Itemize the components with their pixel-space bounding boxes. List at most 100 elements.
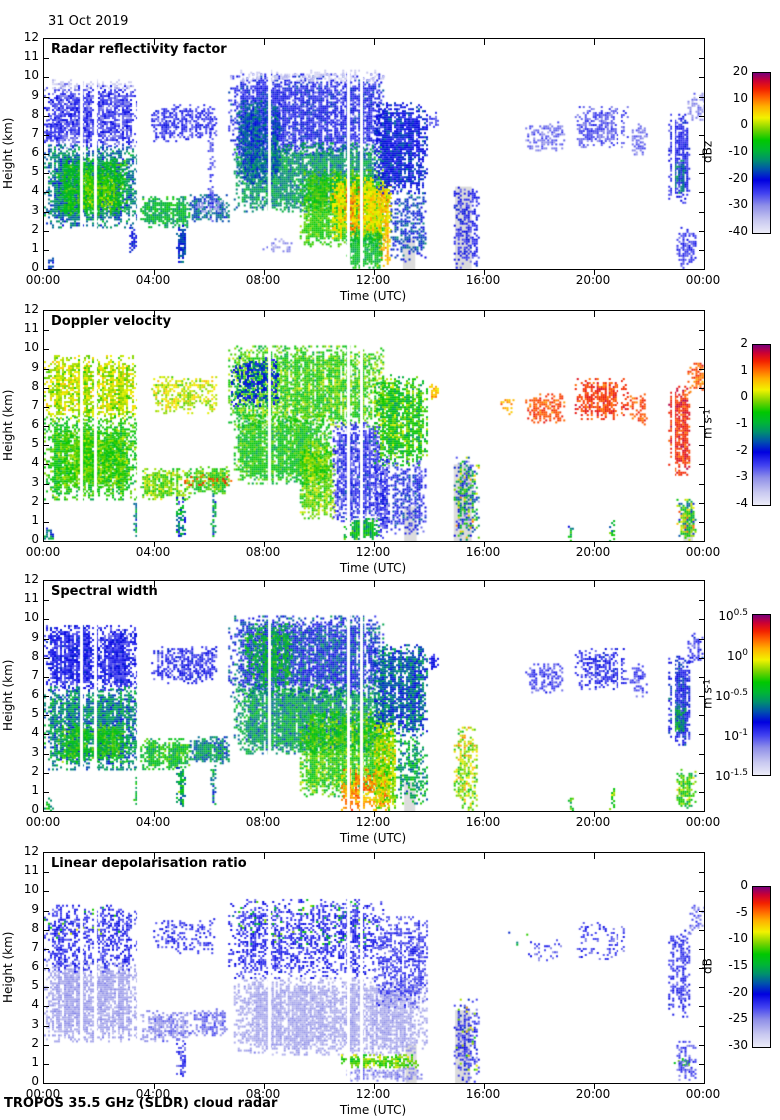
x-tick-label: 12:00 [355,545,391,559]
x-tick-label: 12:00 [355,273,391,287]
y-tick-label: 3 [31,474,39,489]
colorbar-tick-label: -20 [728,984,748,999]
x-tick-label: 16:00 [465,273,501,287]
heatmap-canvas-reflectivity [44,39,704,269]
colorbar-tick-label: -30 [728,1038,748,1052]
x-tick-label: 00:00 [685,815,721,829]
y-tick-label: 8 [31,378,39,393]
colorbar-tick-label: 0 [740,878,748,892]
y-tick-label: 7 [31,939,39,954]
x-tick-label: 16:00 [465,545,501,559]
y-tick-label: 11 [23,863,39,878]
x-tick-label: 16:00 [465,1087,501,1101]
x-tick-label: 12:00 [355,815,391,829]
x-tick-label: 20:00 [575,1087,611,1101]
y-tick-label: 11 [23,591,39,606]
plot-area-ldr: Linear depolarisation ratio [43,852,705,1089]
y-tick-label: 0 [31,532,39,546]
y-axis-label: Height (km) [1,389,15,461]
colorbar-ldr [752,886,771,1048]
x-tick-label: 20:00 [575,273,611,287]
colorbar-tick-label: 0 [740,117,748,132]
colorbar-tick-label: 10-1.5 [715,768,748,783]
plot-area-spectral-width: Spectral width [43,580,705,817]
y-tick-label: 12 [23,30,39,44]
x-tick-label: 20:00 [575,545,611,559]
y-tick-label: 12 [23,302,39,316]
y-tick-label: 1 [31,1054,39,1069]
y-tick-label: 10 [23,68,39,83]
panel-velocity: Height (km) Doppler velocity Time (UTC) … [0,302,780,582]
colorbar-tick-label: 1 [740,362,748,377]
colorbar-tick-label: -20 [728,170,748,185]
x-tick-label: 00:00 [685,273,721,287]
panel-spectral-width: Height (km) Spectral width Time (UTC) m … [0,572,780,852]
axis-ticks-overlay [44,581,704,817]
y-tick-label: 8 [31,920,39,935]
y-tick-label: 0 [31,260,39,274]
heatmap-canvas-ldr [44,853,704,1083]
colorbar-tick-label: -3 [736,469,748,484]
y-tick-label: 0 [31,1074,39,1088]
colorbar-tick-label: 10 [732,90,748,105]
y-tick-label: 4 [31,725,39,740]
date-label: 31 Oct 2019 [48,14,129,29]
colorbar-tick-label: 2 [740,336,748,350]
plot-area-velocity: Doppler velocity [43,310,705,547]
y-axis-label: Height (km) [1,931,15,1003]
y-tick-label: 4 [31,997,39,1012]
x-tick-label: 20:00 [575,815,611,829]
colorbar-tick-label: 20 [732,64,748,78]
colorbar-tick-label: -1 [736,416,748,430]
x-axis-label: Time (UTC) [339,831,407,845]
y-tick-label: 10 [23,340,39,355]
colorbar-tick-label: -5 [736,904,748,919]
y-tick-label: 5 [31,706,39,721]
y-tick-label: 5 [31,436,39,451]
y-tick-label: 9 [31,629,39,644]
panel-title: Spectral width [51,584,158,599]
x-tick-label: 08:00 [245,815,281,829]
x-tick-label: 00:00 [25,273,61,287]
y-tick-label: 4 [31,183,39,198]
axis-ticks-overlay [44,853,704,1089]
colorbar-tick-label: 10-0.5 [715,688,748,703]
colorbar-spectral-width [752,614,771,776]
colorbar-tick-label: -30 [728,197,748,212]
y-tick-label: 11 [23,321,39,336]
y-axis-label: Height (km) [1,117,15,189]
axis-ticks-overlay [44,39,704,275]
x-tick-label: 04:00 [135,273,171,287]
radar-caption: TROPOS 35.5 GHz (SLDR) cloud radar [4,1096,278,1111]
x-tick-label: 08:00 [245,273,281,287]
x-axis-label: Time (UTC) [339,1103,407,1117]
x-tick-label: 00:00 [685,1087,721,1101]
y-tick-label: 4 [31,455,39,470]
colorbar-tick-label: 10-1 [723,728,748,743]
x-tick-label: 08:00 [245,545,281,559]
panel-title: Linear depolarisation ratio [51,856,247,871]
colorbar-tick-label: 100.5 [718,608,748,623]
y-tick-label: 6 [31,687,39,701]
colorbar-tick-label: 100 [726,648,748,663]
x-tick-label: 00:00 [685,545,721,559]
x-tick-label: 16:00 [465,815,501,829]
y-tick-label: 10 [23,610,39,625]
colorbar-tick-label: -10 [728,931,748,946]
x-tick-label: 00:00 [25,1087,61,1101]
heatmap-canvas-velocity [44,311,704,541]
x-tick-label: 12:00 [355,1087,391,1101]
y-tick-label: 7 [31,125,39,140]
colorbar-velocity [752,344,771,506]
x-tick-label: 04:00 [135,1087,171,1101]
y-tick-label: 12 [23,572,39,586]
y-tick-label: 5 [31,164,39,179]
colorbar-tick-label: -10 [728,144,748,158]
y-axis-label: Height (km) [1,659,15,731]
y-tick-label: 2 [31,493,39,508]
colorbar-tick-label: -25 [728,1011,748,1026]
colorbar-tick-label: -2 [736,442,748,457]
y-tick-label: 11 [23,49,39,64]
colorbar-tick-label: -40 [728,224,748,238]
y-tick-label: 9 [31,901,39,916]
